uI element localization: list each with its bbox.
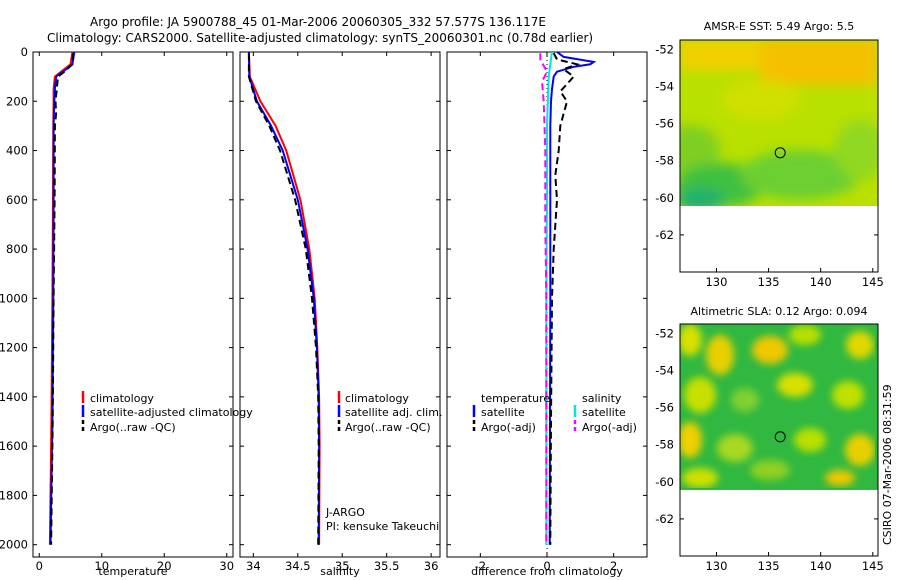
legend-label-climatology: climatology [345, 392, 409, 405]
difference-xlabel: difference from climatology [471, 565, 623, 578]
x-tick-label: 34.5 [285, 559, 311, 573]
lat-tick-label: -62 [655, 228, 674, 242]
lat-tick-label: -60 [655, 191, 674, 205]
x-tick-label: 30 [219, 559, 234, 573]
legend-label-satellite: satellite-adjusted climatology [90, 406, 253, 419]
sla-map-frame [679, 323, 879, 557]
lat-tick-label: -58 [655, 154, 674, 168]
lon-tick-label: 145 [862, 559, 884, 573]
sst-map-frame [679, 39, 879, 273]
program-annotation: J-ARGO [325, 506, 365, 519]
sst-map-field [680, 40, 878, 206]
lat-tick-label: -62 [655, 512, 674, 526]
lat-tick-label: -54 [655, 79, 674, 93]
salinity-xlabel: salinity [320, 565, 360, 578]
lon-tick-label: 135 [758, 559, 780, 573]
depth-tick-label: 2000 [0, 538, 28, 552]
lat-tick-label: -58 [655, 438, 674, 452]
difference-legend: temperature salinity satellite Argo(-adj… [472, 392, 637, 434]
diff-salinity-satellite-line [545, 51, 553, 545]
legend-title-salinity: salinity [582, 392, 622, 405]
lon-tick-label: 145 [862, 275, 884, 289]
temperature-legend: climatology satellite-adjusted climatolo… [81, 391, 253, 434]
lon-tick-label: 130 [705, 559, 727, 573]
legend-label-t-argo: Argo(-adj) [481, 421, 536, 434]
x-tick-label: 35.5 [374, 559, 400, 573]
depth-tick-label: 1200 [0, 341, 28, 355]
x-tick-label: 35 [335, 559, 350, 573]
depth-tick-label: 0 [21, 45, 28, 59]
sst-argo-location-marker [774, 147, 786, 159]
legend-label-argo: Argo(..raw -QC) [90, 421, 176, 434]
temperature-satellite-line [49, 51, 76, 545]
legend-label-argo: Argo(..raw -QC) [345, 421, 431, 434]
pi-annotation: PI: kensuke Takeuchi [326, 520, 439, 533]
lon-tick-label: 140 [810, 559, 832, 573]
salinity-legend: climatology satellite adj. clim. Argo(..… [337, 391, 442, 434]
x-tick-label: 20 [157, 559, 172, 573]
x-tick-label: 10 [94, 559, 109, 573]
lat-tick-label: -56 [655, 117, 674, 131]
depth-tick-label: 800 [6, 242, 28, 256]
salinity-axes [239, 51, 441, 558]
x-tick-label: 36 [424, 559, 439, 573]
legend-label-satellite: satellite adj. clim. [345, 406, 442, 419]
lon-tick-label: 140 [810, 275, 832, 289]
legend-label-climatology: climatology [90, 392, 154, 405]
x-tick-label: 34 [246, 559, 261, 573]
depth-tick-label: 600 [6, 193, 28, 207]
x-tick-label: -2 [475, 559, 486, 573]
temperature-axes [32, 51, 234, 558]
lat-tick-label: -52 [655, 326, 674, 340]
diff-salinity-argo-line [539, 53, 549, 545]
depth-tick-label: 1800 [0, 488, 28, 502]
depth-tick-label: 400 [6, 144, 28, 158]
salinity-argo-line [247, 53, 320, 545]
temperature-argo-line [50, 53, 74, 545]
x-tick-label: 2 [610, 559, 617, 573]
diff-temperature-argo-line [549, 52, 581, 545]
lat-tick-label: -60 [655, 475, 674, 489]
sla-map-field [680, 324, 878, 490]
depth-tick-label: 1600 [0, 439, 28, 453]
depth-tick-label: 1400 [0, 390, 28, 404]
salinity-climatology-line [247, 51, 321, 545]
sla-map-title: Altimetric SLA: 0.12 Argo: 0.094 [690, 305, 867, 318]
x-tick-label: 0 [543, 559, 550, 573]
temperature-xlabel: temperature [98, 565, 167, 578]
lat-tick-label: -52 [655, 42, 674, 56]
salinity-satellite-line [247, 51, 321, 545]
sla-argo-location-marker [774, 431, 786, 443]
lon-tick-label: 135 [758, 275, 780, 289]
legend-label-s-satellite: satellite [582, 406, 626, 419]
legend-title-temperature: temperature [481, 392, 550, 405]
sst-map-title: AMSR-E SST: 5.49 Argo: 5.5 [704, 20, 855, 33]
depth-tick-label: 200 [6, 94, 28, 108]
profile-lines [48, 51, 597, 557]
lat-tick-label: -54 [655, 363, 674, 377]
legend-label-t-satellite: satellite [481, 406, 525, 419]
legend-label-s-argo: Argo(-adj) [582, 421, 637, 434]
figure-title-line-1: Argo profile: JA 5900788_45 01-Mar-2006 … [90, 15, 546, 29]
figure-title-line-2: Climatology: CARS2000. Satellite-adjuste… [47, 31, 593, 45]
depth-tick-label: 1000 [0, 291, 28, 305]
x-tick-label: 0 [36, 559, 43, 573]
diff-temperature-satellite-line [548, 51, 597, 545]
timestamp-footer: CSIRO 07-Mar-2006 08:31:59 [881, 384, 894, 545]
lat-tick-label: -56 [655, 401, 674, 415]
lon-tick-label: 130 [705, 275, 727, 289]
